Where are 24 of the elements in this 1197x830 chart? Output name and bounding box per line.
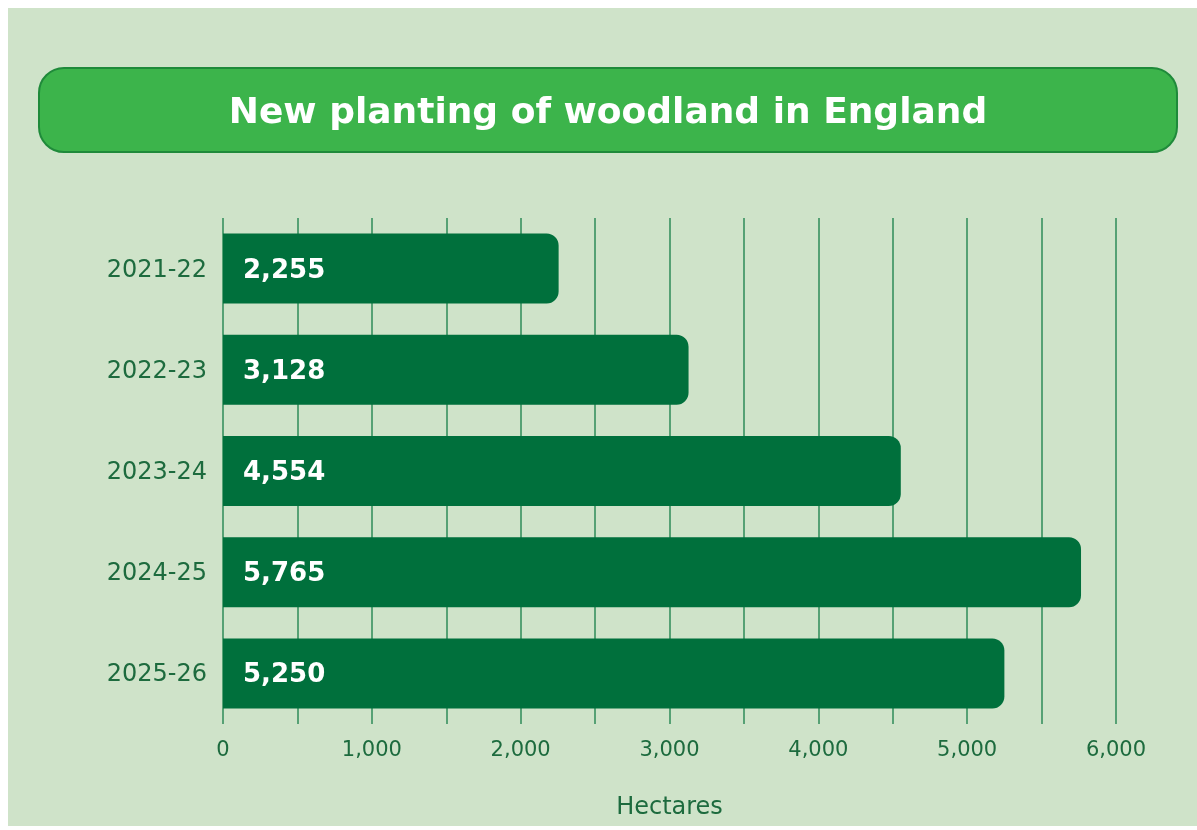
x-tick-label: 3,000 <box>639 736 700 761</box>
y-tick-label: 2024-25 <box>106 558 207 587</box>
x-tick-label: 6,000 <box>1085 736 1147 761</box>
data-label: 5,250 <box>243 658 326 689</box>
x-tick-label: 1,000 <box>341 736 402 761</box>
bar <box>223 537 1082 608</box>
bar <box>223 233 559 304</box>
x-tick-label: 4,000 <box>788 736 849 761</box>
data-label: 5,765 <box>243 557 326 588</box>
bar <box>223 436 901 506</box>
x-axis-title: Hectares <box>616 792 723 820</box>
data-label: 2,255 <box>243 253 326 284</box>
x-tick-label: 2,000 <box>490 736 551 761</box>
data-label: 4,554 <box>243 456 326 486</box>
bar <box>223 638 1005 709</box>
y-tick-label: 2023-24 <box>106 457 207 485</box>
data-label: 3,128 <box>243 354 326 385</box>
bar <box>223 334 689 405</box>
y-tick-label: 2025-26 <box>106 659 207 688</box>
x-tick-label: 5,000 <box>937 736 998 761</box>
y-tick-label: 2021-22 <box>106 254 207 283</box>
x-tick-label: 0 <box>216 736 230 761</box>
y-tick-label: 2022-23 <box>106 355 207 384</box>
chart-title: New planting of woodland in England <box>38 67 1178 153</box>
